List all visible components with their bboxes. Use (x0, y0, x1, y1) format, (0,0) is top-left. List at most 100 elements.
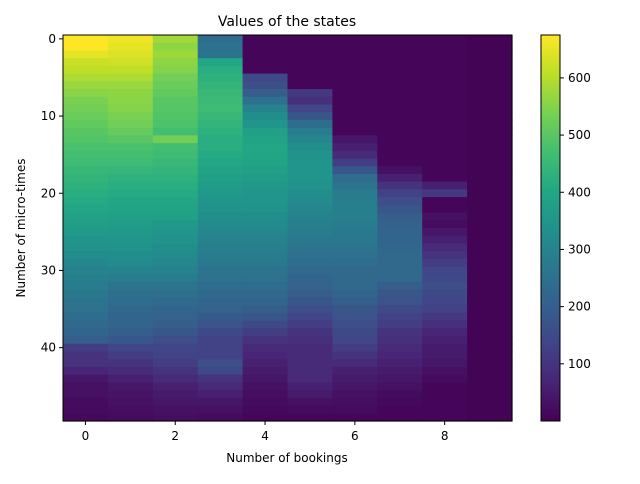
heatmap-cell (332, 289, 378, 299)
heatmap-cell (242, 212, 289, 221)
heatmap-cell (107, 366, 154, 376)
heatmap-cell (152, 282, 199, 291)
heatmap-cell (332, 42, 378, 52)
heatmap-cell (107, 150, 154, 160)
heatmap-cell (467, 81, 513, 90)
heatmap-cell (377, 366, 423, 376)
heatmap-cell (107, 204, 154, 214)
heatmap-cell (107, 390, 154, 399)
heatmap-cell (287, 181, 333, 190)
heatmap-cell (422, 73, 468, 82)
heatmap-cell (467, 374, 513, 383)
heatmap-cell (377, 104, 423, 113)
heatmap-cell (242, 258, 289, 268)
heatmap-cell (287, 405, 333, 414)
heatmap-cell (467, 73, 513, 82)
heatmap-cell (152, 305, 199, 314)
heatmap-cell (467, 312, 513, 322)
heatmap-cell (242, 96, 289, 106)
heatmap-cell (287, 143, 333, 152)
heatmap-cell (467, 65, 513, 75)
heatmap-cell (377, 374, 423, 383)
heatmap-cell (152, 73, 199, 82)
heatmap-cell (63, 251, 109, 260)
heatmap-cell (63, 405, 109, 414)
heatmap-cell (467, 351, 513, 360)
heatmap-cell (287, 166, 333, 175)
heatmap-cell (242, 320, 289, 329)
heatmap-cell (152, 243, 199, 252)
heatmap-cell (242, 235, 289, 245)
heatmap-cell (467, 282, 513, 291)
heatmap-cell (377, 328, 423, 337)
heatmap-cell (467, 150, 513, 160)
x-tick-label: 8 (441, 429, 449, 443)
heatmap-cell (63, 50, 109, 59)
heatmap-cell (107, 89, 154, 98)
heatmap-cell (107, 65, 154, 75)
heatmap-cell (332, 220, 378, 229)
heatmap-cell (287, 135, 333, 144)
heatmap-cell (422, 312, 468, 322)
heatmap-cell (197, 405, 244, 414)
heatmap-cell (287, 235, 333, 245)
heatmap-cell (152, 235, 199, 245)
heatmap-cell (197, 166, 244, 175)
heatmap-cell (152, 104, 199, 113)
heatmap-cell (332, 374, 378, 383)
heatmap-cell (287, 158, 333, 167)
heatmap-cell (197, 158, 244, 167)
heatmap-cell (287, 320, 333, 329)
heatmap-cell (63, 166, 109, 175)
heatmap-cell (377, 127, 423, 136)
heatmap-cell (152, 158, 199, 167)
heatmap-cell (152, 405, 199, 414)
heatmap-cell (422, 390, 468, 399)
heatmap-cell (63, 58, 109, 67)
heatmap-cell (467, 212, 513, 221)
x-tick-label: 4 (261, 429, 269, 443)
heatmap-cell (287, 282, 333, 291)
heatmap-cell (422, 173, 468, 183)
heatmap-cell (422, 127, 468, 136)
heatmap-cell (467, 336, 513, 345)
y-tick-label: 30 (41, 263, 56, 277)
heatmap-cell (107, 405, 154, 414)
heatmap-cell (197, 328, 244, 337)
heatmap-cell (377, 297, 423, 306)
heatmap-cell (197, 336, 244, 345)
heatmap-cell (332, 96, 378, 106)
heatmap-cell (152, 228, 199, 237)
heatmap-cell (467, 397, 513, 407)
heatmap-cell (152, 81, 199, 90)
colorbar-tick-label: 300 (568, 242, 591, 256)
heatmap-cell (152, 328, 199, 337)
heatmap-cell (467, 96, 513, 106)
heatmap-cell (152, 150, 199, 160)
heatmap-cell (107, 336, 154, 345)
heatmap-cell (152, 397, 199, 407)
heatmap-cell (332, 282, 378, 291)
heatmap-cell (152, 135, 199, 144)
heatmap-cell (287, 50, 333, 59)
heatmap-cell (63, 35, 109, 44)
heatmap-cell (107, 127, 154, 136)
heatmap-cell (332, 320, 378, 329)
heatmap-cell (287, 312, 333, 322)
heatmap-cell (467, 297, 513, 306)
x-tick-label: 2 (171, 429, 179, 443)
heatmap-cell (197, 143, 244, 152)
heatmap-cell (332, 58, 378, 67)
heatmap-cell (107, 119, 154, 129)
heatmap-cell (107, 220, 154, 229)
heatmap-cell (63, 189, 109, 198)
heatmap-cell (422, 274, 468, 283)
colorbar-ticks: 100 200 300 400 500 600 (560, 71, 591, 371)
heatmap-cell (63, 228, 109, 237)
heatmap-cell (197, 397, 244, 407)
heatmap-cell (242, 112, 289, 121)
heatmap-cell (197, 305, 244, 314)
heatmap-cell (107, 42, 154, 52)
heatmap-cell (332, 127, 378, 136)
heatmap-cell (377, 228, 423, 237)
